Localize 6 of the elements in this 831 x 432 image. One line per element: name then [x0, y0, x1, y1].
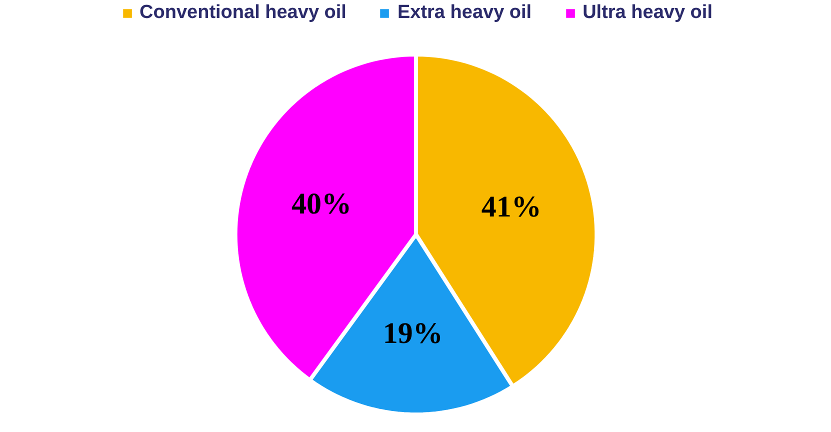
data-label: 40%	[292, 187, 352, 220]
data-label: 41%	[481, 190, 542, 224]
data-label: 19%	[382, 316, 443, 350]
legend-label: Ultra heavy oil	[582, 2, 712, 24]
legend-label: Conventional heavy oil	[140, 2, 346, 24]
legend-label: Extra heavy oil	[397, 2, 532, 24]
